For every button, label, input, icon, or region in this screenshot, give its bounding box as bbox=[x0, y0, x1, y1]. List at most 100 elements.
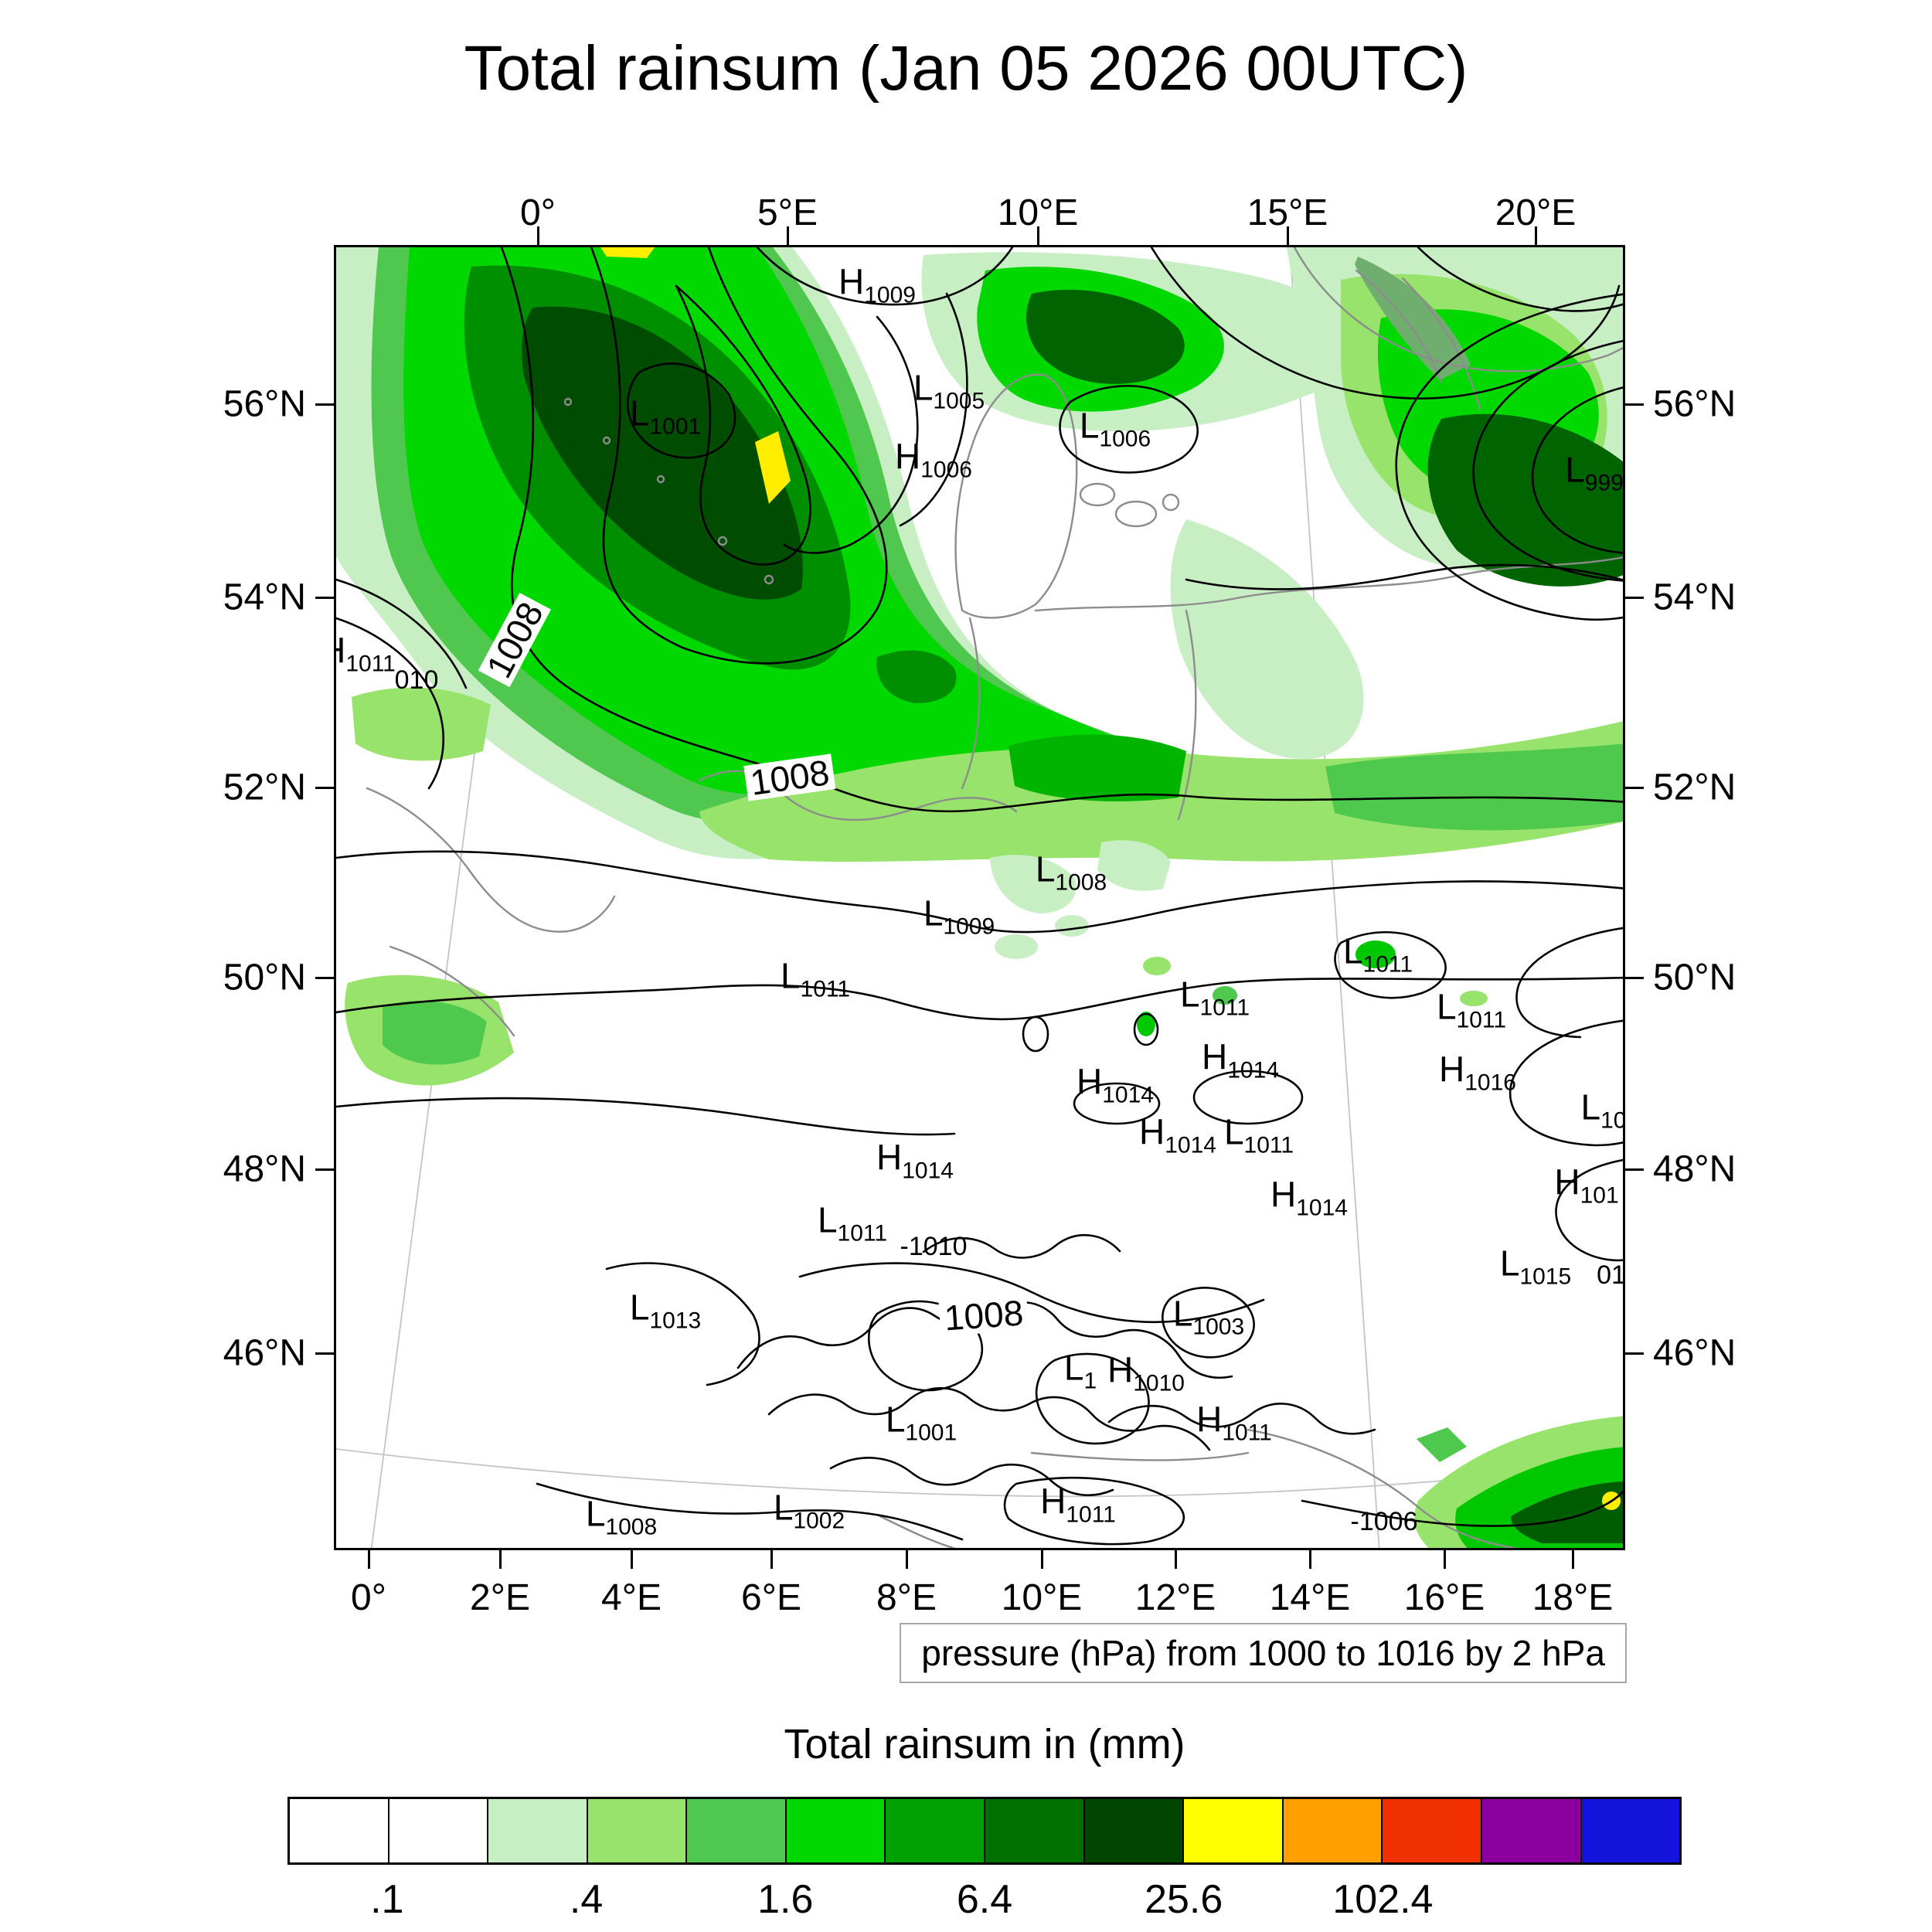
colorbar-cell bbox=[1083, 1799, 1183, 1862]
pressure-letter: H bbox=[1196, 1399, 1223, 1440]
pressure-value: 10 bbox=[1600, 1107, 1625, 1134]
legend-title: Total rainsum in (mm) bbox=[784, 1721, 1185, 1767]
pressure-label: L1008 bbox=[1035, 849, 1107, 895]
pressure-label: H1014 bbox=[1077, 1064, 1154, 1107]
pressure-value: 1009 bbox=[943, 913, 995, 940]
pressure-label: L1008 bbox=[586, 1496, 657, 1539]
colorbar-cell bbox=[1381, 1799, 1481, 1862]
pressure-label: H1014 bbox=[876, 1137, 954, 1183]
map-svg bbox=[336, 247, 1623, 1548]
axis-label-right: 46°N bbox=[1653, 1332, 1736, 1374]
pressure-value: 1013 bbox=[649, 1308, 702, 1334]
pressure-letter: L bbox=[1172, 1293, 1193, 1334]
pressure-letter: L bbox=[1436, 986, 1457, 1027]
tick-top bbox=[786, 226, 789, 245]
pressure-letter: L bbox=[629, 393, 650, 434]
axis-label-left: 54°N bbox=[223, 577, 306, 618]
pressure-contours bbox=[336, 247, 1623, 1546]
coastlines bbox=[366, 247, 1623, 1548]
axis-label-left: 52°N bbox=[223, 767, 306, 808]
axis-label-bottom: 16°E bbox=[1403, 1577, 1485, 1618]
colorbar-cell bbox=[1182, 1799, 1282, 1862]
pressure-label: L1003 bbox=[1172, 1293, 1244, 1339]
pressure-letter: H bbox=[1439, 1049, 1465, 1090]
axis-label-bottom: 4°E bbox=[601, 1577, 662, 1618]
pressure-letter: L bbox=[1035, 849, 1056, 889]
pressure-value: 1003 bbox=[1192, 1314, 1245, 1340]
tick-left bbox=[315, 976, 334, 979]
colorbar-label: 1.6 bbox=[757, 1877, 814, 1922]
pressure-value: 1001 bbox=[905, 1420, 957, 1446]
pressure-letter: L bbox=[1063, 1347, 1084, 1388]
pressure-label: L1002 bbox=[774, 1490, 845, 1533]
axis-label-bottom: 2°E bbox=[470, 1577, 530, 1618]
tick-right bbox=[1625, 1352, 1644, 1355]
pressure-label: L1011 bbox=[1223, 1111, 1294, 1158]
colorbar-cell bbox=[1281, 1799, 1382, 1862]
axis-label-left: 56°N bbox=[223, 383, 306, 425]
colorbar-cell bbox=[1480, 1799, 1580, 1862]
pressure-value: 1006 bbox=[1099, 426, 1151, 452]
axis-label-right: 56°N bbox=[1653, 383, 1736, 425]
colorbar-label: 25.6 bbox=[1145, 1877, 1223, 1922]
pressure-value: 1011 bbox=[1243, 1132, 1294, 1158]
pressure-label: H1006 bbox=[895, 439, 972, 482]
pressure-letter: L bbox=[1179, 974, 1200, 1015]
pressure-label: H101 bbox=[1554, 1162, 1618, 1208]
colorbar-cell bbox=[387, 1799, 488, 1862]
pressure-caption: pressure (hPa) from 1000 to 1016 by 2 hP… bbox=[900, 1623, 1627, 1683]
pressure-value: 1014 bbox=[1227, 1057, 1279, 1083]
colorbar-cell bbox=[586, 1799, 686, 1862]
pressure-value: 1008 bbox=[605, 1514, 658, 1540]
pressure-label: L1011 bbox=[1342, 930, 1413, 977]
pressure-letter: H bbox=[876, 1137, 903, 1178]
tick-bottom bbox=[630, 1550, 633, 1569]
colorbar-cell bbox=[1580, 1799, 1680, 1862]
tick-bottom bbox=[498, 1550, 502, 1569]
tick-bottom bbox=[1571, 1550, 1574, 1569]
colorbar-labels: .1 .4 1.6 6.4 25.6 102.4 bbox=[287, 1876, 1682, 1923]
pressure-letter: L bbox=[1499, 1243, 1520, 1284]
colorbar-cell bbox=[884, 1799, 985, 1862]
pressure-label: L1015 bbox=[1499, 1243, 1571, 1289]
contour-label: 01 bbox=[1597, 1260, 1625, 1290]
pressure-letter: L bbox=[1079, 405, 1100, 446]
colorbar-cell bbox=[984, 1799, 1083, 1862]
pressure-value: 1009 bbox=[864, 282, 916, 308]
pressure-value: 1014 bbox=[1165, 1132, 1216, 1158]
pressure-value: 1011 bbox=[1222, 1420, 1272, 1446]
pressure-value: 1010 bbox=[1133, 1370, 1185, 1396]
tick-top bbox=[1286, 226, 1289, 245]
tick-bottom bbox=[770, 1550, 773, 1569]
tick-bottom bbox=[1040, 1550, 1043, 1569]
colorbar-label: 102.4 bbox=[1332, 1877, 1434, 1922]
tick-bottom bbox=[367, 1550, 370, 1569]
tick-top bbox=[1036, 226, 1039, 245]
pressure-value: 1011 bbox=[800, 976, 851, 1002]
pressure-label: L1009 bbox=[923, 896, 995, 939]
tick-right bbox=[1625, 1168, 1644, 1171]
colorbar-label: .1 bbox=[370, 1877, 404, 1922]
tick-bottom bbox=[1174, 1550, 1177, 1569]
pressure-letter: L bbox=[913, 367, 934, 408]
map-frame: H1009L1005L1006H1006L999L1001H1011L1008L… bbox=[334, 245, 1625, 1550]
pressure-value: 1011 bbox=[345, 651, 396, 677]
pressure-label: H1011 bbox=[336, 633, 396, 676]
pressure-letter: H bbox=[1554, 1162, 1580, 1202]
pressure-label: L1013 bbox=[630, 1290, 701, 1333]
pressure-value: 101 bbox=[1580, 1182, 1619, 1209]
pressure-label: H1011 bbox=[1196, 1399, 1272, 1445]
axis-label-right: 54°N bbox=[1653, 577, 1736, 618]
pressure-value: 999 bbox=[1584, 470, 1624, 496]
pressure-letter: L bbox=[1342, 930, 1363, 971]
pressure-letter: L bbox=[817, 1199, 838, 1240]
pressure-letter: L bbox=[1223, 1111, 1244, 1152]
page-title: Total rainsum (Jan 05 2026 00UTC) bbox=[464, 33, 1468, 104]
tick-bottom bbox=[905, 1550, 908, 1569]
axis-label-bottom: 18°E bbox=[1532, 1577, 1614, 1618]
colorbar-cell bbox=[487, 1799, 587, 1862]
pressure-letter: H bbox=[838, 261, 865, 302]
pressure-value: 1002 bbox=[793, 1508, 845, 1534]
tick-top bbox=[1534, 226, 1537, 245]
pressure-label: L1011 bbox=[817, 1199, 887, 1246]
